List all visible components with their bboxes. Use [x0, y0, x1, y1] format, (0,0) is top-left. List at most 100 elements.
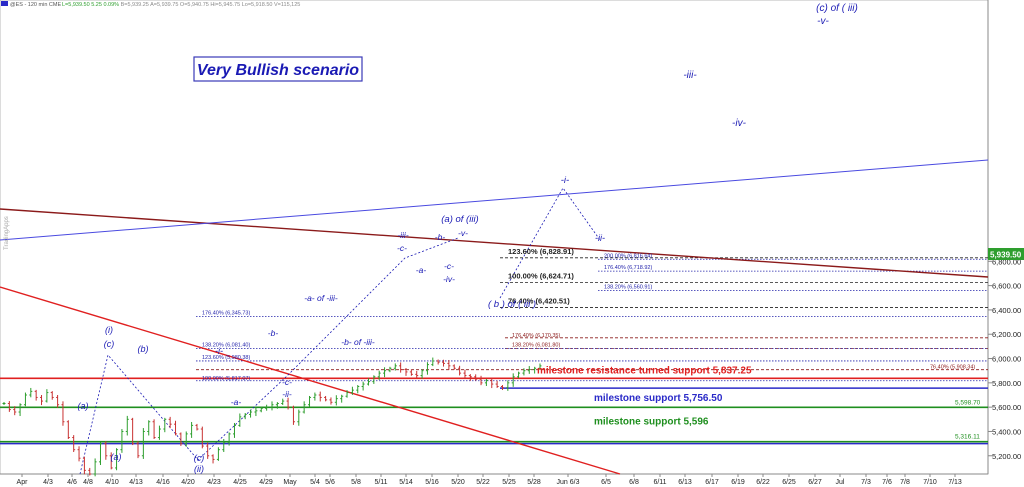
time-tick-label: 4/20 [181, 479, 195, 486]
price-tick-label: 6,200.00 [992, 330, 1021, 339]
horizontal-level-label: 123.60% (6,828.91) [508, 247, 574, 256]
wave-label: -iii- [683, 70, 697, 81]
price-tick-label: 6,800.00 [992, 257, 1021, 266]
wave-label: -iv- [443, 274, 455, 284]
wave-label: (c) [104, 339, 115, 349]
wave-label: -i- [215, 346, 223, 356]
horizontal-level-label: 176.40% (6,718.92) [604, 265, 652, 271]
wave-label: -i- [561, 175, 569, 186]
time-tick-label: 6/11 [653, 479, 666, 486]
time-tick-label: 4/29 [259, 479, 273, 486]
wave-label: (i) [105, 325, 113, 335]
horizontal-level-label: 176.40% (6,345.73) [202, 311, 250, 317]
wave-label: -v- [817, 16, 829, 27]
price-tick-label: 5,600.00 [992, 403, 1021, 412]
resistance-trendline [0, 208, 989, 278]
time-tick-label: 4/25 [233, 479, 247, 486]
elliott-wave-labels: (i)(c) (b)(a)(a) (c)(ii)-i--a--b--c--ii--a… [78, 3, 858, 474]
horizontal-level-label: 138.20% (6,081.80) [512, 343, 560, 349]
header-stats: L=5,939.50 5.25 0.09% B=5,939.25 A=5,939… [62, 2, 300, 8]
header-symbol: @ES - 120 min CME [10, 2, 61, 8]
time-tick-label: 5/11 [374, 479, 387, 486]
wave-label: -v- [458, 228, 468, 238]
horizontal-level-label: 100.00% (5,817.07) [202, 376, 250, 382]
price-bars [2, 357, 542, 477]
price-tick-label: 5,200.00 [992, 452, 1021, 461]
time-tick-label: 6/25 [782, 479, 796, 486]
time-tick-label: Jul [836, 479, 845, 486]
time-tick-label: 4/8 [83, 479, 93, 486]
header-stat: Hi=5,945.75 [209, 2, 240, 8]
time-tick-label: 4/13 [129, 479, 143, 486]
time-tick-label: 5/28 [527, 479, 541, 486]
wave-label: -ii- [595, 233, 605, 243]
time-tick-label: May [283, 479, 297, 486]
wave-label: -ii- [282, 389, 292, 399]
fib-and-support-lines [0, 257, 988, 445]
wave-label: (a) [111, 452, 122, 462]
horizontal-level-label: 200.00% (6,816.64) [604, 253, 652, 259]
time-tick-label: 6/13 [678, 479, 692, 486]
wave-label: -a- [231, 397, 242, 407]
horizontal-level-label: 138.20% (6,081.40) [202, 343, 250, 349]
time-tick-label: 5/8 [351, 479, 361, 486]
time-tick-label: 7/8 [900, 479, 910, 486]
time-tick-label: 6/8 [629, 479, 639, 486]
downtrend-line [0, 286, 621, 475]
time-tick-label: 7/6 [882, 479, 892, 486]
last-price-marker: 5,939.50 [988, 248, 1024, 260]
horizontal-level-label: 5,316.11 [955, 434, 980, 441]
horizontal-level-label: 5,598.70 [955, 399, 981, 406]
horizontal-level-label: 76.40% (6,420.51) [508, 296, 570, 305]
time-tick-label: 5/25 [502, 479, 516, 486]
time-axis: Apr 4/3 4/6 4/8 4/10 4/13 4/16 4/20 4/23 4/25 4/29… [17, 474, 962, 486]
horizontal-level-label: milestone support 5,756.50 [594, 393, 723, 404]
wave-label: (ii) [194, 464, 204, 474]
time-tick-label: Apr [17, 479, 29, 486]
time-tick-label: 4/6 [67, 479, 77, 486]
header-stat: O=5,940.75 [178, 2, 208, 8]
wave-label: -c- [444, 261, 454, 271]
horizontal-level-label: 100.00% (6,624.71) [508, 272, 574, 281]
watermark: TradingApps [4, 216, 10, 250]
time-tick-label: 5/20 [451, 479, 465, 486]
wave-label: (a) [78, 401, 89, 411]
header-stat: 5.25 [90, 2, 102, 8]
channel-trendline [0, 159, 989, 241]
price-tick-label: 6,000.00 [992, 355, 1021, 364]
header-stat: A=5,939.75 [149, 2, 179, 8]
time-tick-label: 7/10 [923, 479, 937, 486]
time-tick-label: 6/22 [756, 479, 770, 486]
price-tick-label: 6,600.00 [992, 282, 1021, 291]
trendlines [0, 159, 989, 475]
time-tick-label: 4/3 [43, 479, 53, 486]
scenario-label: Very Bullish scenario [197, 62, 359, 79]
price-tick-label: 5,400.00 [992, 427, 1021, 436]
horizontal-level-label: 76.40% (5,908.34) [930, 365, 975, 371]
horizontal-level-label: 123.60% (5,980.38) [202, 355, 250, 361]
header-color-swatch [1, 1, 8, 6]
horizontal-level-label: milestone resistance turned support 5,83… [537, 365, 752, 376]
time-tick-label: 5/4 [310, 479, 320, 486]
fib-and-support-labels: 123.60% (6,828.91) 200.00% (6,816.64) 176.… [202, 247, 981, 441]
wave-label: -b- [268, 328, 279, 338]
time-tick-label: 6/17 [705, 479, 719, 486]
time-tick-label: 7/13 [948, 479, 962, 486]
header-stat: L=5,939.50 [62, 2, 90, 8]
time-tick-label: 4/10 [105, 479, 119, 486]
wave-label: -b- of -iii- [341, 337, 375, 347]
header-stat: V=115,125 [272, 2, 300, 8]
header-stat: 0.09% [102, 2, 119, 8]
time-tick-label: 6/5 [601, 479, 611, 486]
wave-path [499, 187, 601, 299]
wave-label: (c) [194, 453, 205, 463]
time-tick-label: 5/22 [476, 479, 490, 486]
scenario-label-box [193, 56, 363, 82]
time-tick-label: 4/16 [156, 479, 170, 486]
plot-area [0, 0, 989, 475]
wave-label: (c) of ( iii) [816, 3, 858, 14]
price-tick-label: 6,400.00 [992, 306, 1021, 315]
time-tick-label: 6/27 [808, 479, 822, 486]
wave-label: -c- [282, 377, 292, 387]
